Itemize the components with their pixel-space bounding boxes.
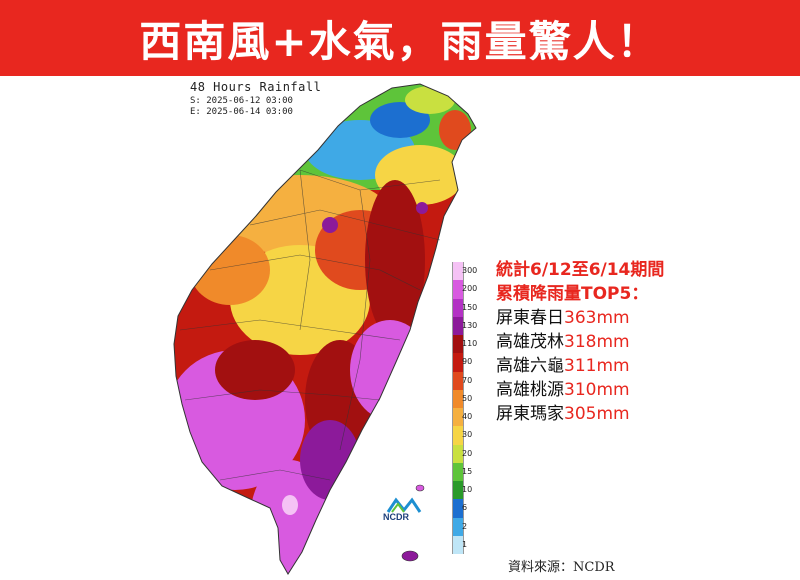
stat-value: 318mm bbox=[564, 332, 630, 352]
legend-label-130: 130 bbox=[462, 320, 478, 330]
legend-label-300: 300 bbox=[462, 266, 478, 276]
legend-color-15 bbox=[452, 462, 464, 481]
rainfall-legend bbox=[452, 262, 464, 554]
legend-color-200 bbox=[452, 280, 464, 299]
stats-heading-period: 統計6/12至6/14期間 bbox=[496, 260, 665, 280]
map-header: 48 Hours Rainfall S: 2025-06-12 03:00 E:… bbox=[190, 80, 321, 118]
rainfall-map bbox=[173, 83, 477, 575]
legend-color-10 bbox=[452, 481, 464, 500]
stat-row: 屏東瑪家305mm bbox=[496, 402, 766, 426]
legend-label-2: 2 bbox=[462, 521, 468, 531]
legend-label-200: 200 bbox=[462, 284, 478, 294]
legend-label-90: 90 bbox=[462, 357, 473, 367]
legend-color-40 bbox=[452, 408, 464, 427]
legend-label-150: 150 bbox=[462, 302, 478, 312]
stat-row: 高雄桃源310mm bbox=[496, 378, 766, 402]
legend-color-6 bbox=[452, 499, 464, 518]
stat-row: 高雄六龜311mm bbox=[496, 354, 766, 378]
stat-row: 屏東春日363mm bbox=[496, 306, 766, 330]
legend-label-20: 20 bbox=[462, 448, 473, 458]
map-title: 48 Hours Rainfall bbox=[190, 80, 322, 94]
stats-heading-top5: 累積降雨量TOP5： bbox=[496, 284, 649, 304]
legend-label-10: 10 bbox=[462, 485, 473, 495]
legend-color-110 bbox=[452, 335, 464, 354]
title-banner: 西南風+水氣，雨量驚人！ bbox=[0, 0, 800, 76]
stat-row: 高雄茂林318mm bbox=[496, 330, 766, 354]
legend-color-1 bbox=[452, 535, 464, 554]
legend-label-15: 15 bbox=[462, 466, 473, 476]
stat-value: 310mm bbox=[564, 380, 630, 400]
legend-color-20 bbox=[452, 444, 464, 463]
legend-label-110: 110 bbox=[462, 339, 478, 349]
stat-value: 363mm bbox=[564, 308, 630, 328]
legend-color-70 bbox=[452, 371, 464, 390]
stat-place: 高雄六龜 bbox=[496, 356, 564, 376]
ncdr-logo bbox=[386, 497, 422, 513]
stat-place: 高雄桃源 bbox=[496, 380, 564, 400]
stat-place: 高雄茂林 bbox=[496, 332, 564, 352]
data-source: 資料來源：NCDR bbox=[508, 560, 615, 575]
stat-value: 311mm bbox=[564, 356, 630, 376]
legend-label-70: 70 bbox=[462, 375, 473, 385]
legend-label-30: 30 bbox=[462, 430, 473, 440]
stat-value: 305mm bbox=[564, 404, 630, 424]
legend-color-2 bbox=[452, 517, 464, 536]
stat-place: 屏東瑪家 bbox=[496, 404, 564, 424]
legend-label-6: 6 bbox=[462, 503, 468, 513]
legend-color-150 bbox=[452, 298, 464, 317]
legend-color-30 bbox=[452, 426, 464, 445]
legend-label-40: 40 bbox=[462, 412, 473, 422]
legend-color-300 bbox=[452, 262, 464, 281]
map-end-time: E: 2025-06-14 03:00 bbox=[190, 107, 293, 117]
legend-color-130 bbox=[452, 316, 464, 335]
ncdr-logo-text: NCDR bbox=[383, 512, 409, 522]
stat-place: 屏東春日 bbox=[496, 308, 564, 328]
legend-label-50: 50 bbox=[462, 393, 473, 403]
map-start-time: S: 2025-06-12 03:00 bbox=[190, 96, 293, 106]
legend-label-1: 1 bbox=[462, 539, 468, 549]
rainfall-stats: 統計6/12至6/14期間 累積降雨量TOP5： 屏東春日363mm 高雄茂林31… bbox=[496, 258, 766, 426]
legend-color-90 bbox=[452, 353, 464, 372]
legend-color-50 bbox=[452, 389, 464, 408]
banner-title: 西南風+水氣，雨量驚人！ bbox=[139, 16, 661, 66]
